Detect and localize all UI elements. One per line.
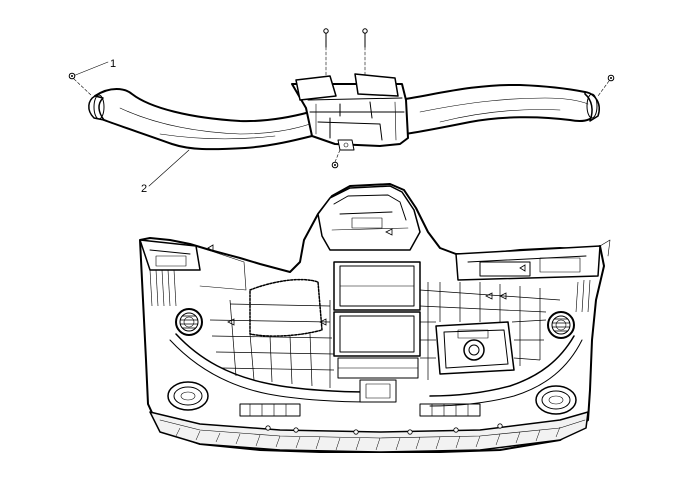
right-side-vent	[547, 311, 575, 339]
callout-2-leader	[148, 149, 190, 187]
air-distribution-duct	[88, 73, 600, 151]
left-side-vent	[175, 308, 203, 336]
instrument-panel-carrier	[139, 183, 611, 453]
duct-fastener-right	[597, 74, 615, 97]
callout-1-leader	[72, 61, 109, 77]
callout-2-label: 2	[141, 183, 147, 195]
duct-fastener-left	[68, 72, 93, 97]
carrier-grid	[209, 282, 561, 388]
left-lower-grille	[167, 381, 209, 411]
right-lower-grille	[535, 385, 577, 415]
vertical-screw-right	[362, 28, 368, 79]
callout-1-label: 1	[110, 58, 116, 70]
vertical-screw-left	[323, 28, 329, 79]
